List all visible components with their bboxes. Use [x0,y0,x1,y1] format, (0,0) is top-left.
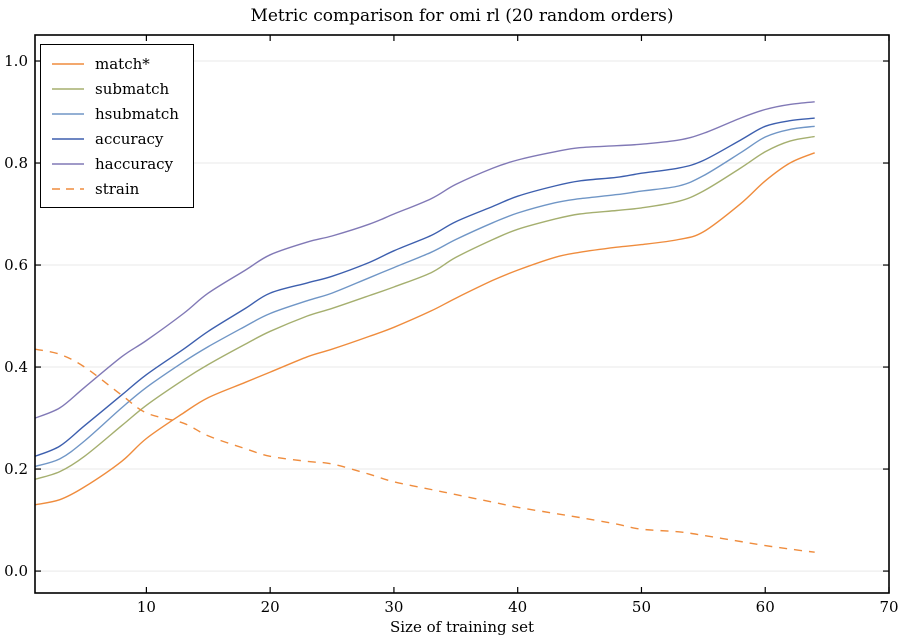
legend-line-sample [52,187,84,190]
legend-item-haccuracy: haccuracy [51,153,179,174]
x-tick-label: 50 [632,598,651,616]
series-line-haccuracy [34,101,815,419]
legend-label: haccuracy [95,154,174,173]
x-tick-label: 20 [261,598,280,616]
axes-spines [34,34,890,594]
x-tick-label: 70 [879,598,898,616]
legend: match* submatch hsubmatch accuracy haccuracy… [40,44,194,208]
legend-item-match: match* [51,53,179,74]
y-tick-label: 0.0 [4,562,28,580]
chart-title: Metric comparison for omi rl (20 random … [250,6,674,26]
y-tick-label: 1.0 [4,52,28,70]
legend-line-sample [52,112,84,115]
x-tick-label: 40 [508,598,527,616]
y-tick-label: 0.6 [4,256,28,274]
x-tick-label: 60 [756,598,775,616]
legend-label: strain [95,179,140,198]
legend-item-submatch: submatch [51,78,179,99]
x-axis-label: Size of training set [389,618,534,636]
legend-label: hsubmatch [95,104,179,123]
series-line-submatch [34,135,815,480]
legend-item-hsubmatch: hsubmatch [51,103,179,124]
y-tick-label: 0.4 [4,358,28,376]
legend-line-sample [52,62,84,65]
y-tick-label: 0.2 [4,460,28,478]
legend-label: match* [95,54,150,73]
legend-line-sample [52,87,84,90]
legend-label: accuracy [95,129,164,148]
series-line-hsubmatch [34,125,815,468]
legend-item-strain: strain [51,178,179,199]
series-line-accuracy [34,117,815,457]
series-line-match [34,152,815,506]
legend-item-accuracy: accuracy [51,128,179,149]
legend-line-sample [52,137,84,140]
x-tick-label: 30 [384,598,403,616]
y-tick-label: 0.8 [4,154,28,172]
series-line-strain [34,348,815,553]
x-tick-label: 10 [137,598,156,616]
legend-label: submatch [95,79,170,98]
legend-line-sample [52,162,84,165]
